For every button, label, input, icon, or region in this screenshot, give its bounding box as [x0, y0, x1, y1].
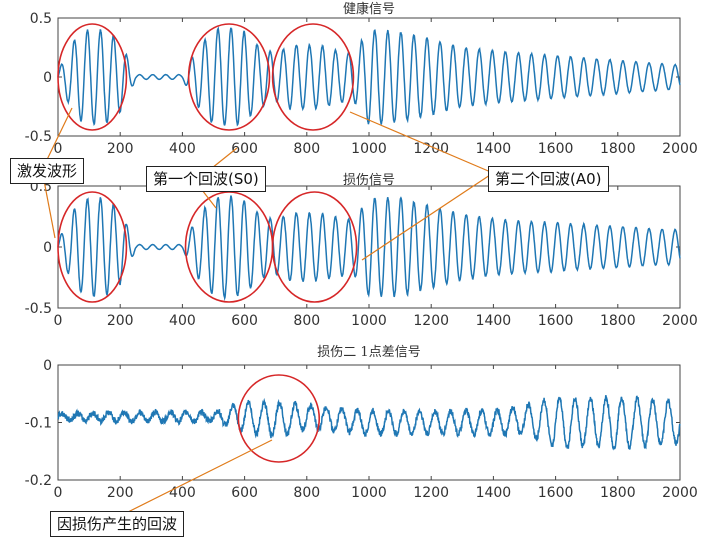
callout-leader-line — [125, 439, 273, 514]
x-tick-label: 1400 — [476, 313, 512, 329]
x-tick-label: 400 — [169, 141, 196, 157]
callout-leader-line — [211, 147, 238, 169]
echo-ellipse-A0 — [271, 191, 358, 303]
x-tick-label: 1000 — [351, 141, 387, 157]
x-tick-label: 200 — [107, 485, 134, 501]
x-tick-label: 1600 — [538, 313, 574, 329]
y-tick-label: 0 — [43, 70, 52, 86]
y-tick-label: -0.5 — [25, 301, 52, 317]
x-tick-label: 600 — [231, 313, 258, 329]
x-tick-label: 1800 — [600, 485, 636, 501]
x-tick-label: 1000 — [351, 313, 387, 329]
x-tick-label: 2000 — [662, 313, 698, 329]
callout-s0: 第一个回波(S0) — [146, 166, 266, 192]
x-tick-label: 800 — [293, 141, 320, 157]
x-tick-label: 1200 — [413, 485, 449, 501]
y-tick-label: 0.5 — [30, 11, 52, 27]
echo-ellipse-excitation — [57, 191, 128, 303]
x-tick-label: 800 — [293, 313, 320, 329]
x-tick-label: 400 — [169, 313, 196, 329]
callout-excitation: 激发波形 — [10, 158, 85, 184]
signal-line — [57, 26, 681, 127]
x-tick-label: 1400 — [476, 141, 512, 157]
x-tick-label: 800 — [293, 485, 320, 501]
x-tick-label: 0 — [54, 313, 63, 329]
x-tick-label: 1800 — [600, 141, 636, 157]
callout-leader-line — [361, 172, 494, 261]
y-tick-label: -0.1 — [25, 416, 52, 432]
echo-ellipse-excitation — [57, 23, 128, 131]
x-tick-label: 1600 — [538, 141, 574, 157]
x-tick-label: 2000 — [662, 141, 698, 157]
callout-leader-line — [349, 111, 494, 174]
callout-a0: 第二个回波(A0) — [488, 166, 609, 192]
panel-title: 损伤信号 — [343, 173, 395, 188]
x-tick-label: 600 — [231, 485, 258, 501]
x-tick-label: 0 — [54, 485, 63, 501]
echo-ellipse-S0 — [187, 23, 271, 131]
callout-leader-line — [201, 189, 217, 209]
x-tick-label: 1200 — [413, 313, 449, 329]
y-tick-label: -0.5 — [25, 129, 52, 145]
echo-ellipse-A0 — [271, 23, 355, 131]
x-tick-label: 1800 — [600, 313, 636, 329]
signal-line — [57, 195, 681, 302]
x-tick-label: 1600 — [538, 485, 574, 501]
x-tick-label: 1400 — [476, 485, 512, 501]
signal-line — [57, 395, 681, 451]
x-tick-label: 400 — [169, 485, 196, 501]
y-tick-label: 0 — [43, 358, 52, 374]
x-tick-label: 1000 — [351, 485, 387, 501]
y-tick-label: -0.2 — [25, 473, 52, 489]
y-tick-label: 0 — [43, 240, 52, 256]
x-tick-label: 200 — [107, 141, 134, 157]
x-tick-label: 1200 — [413, 141, 449, 157]
x-tick-label: 200 — [107, 313, 134, 329]
callout-damage-echo: 因损伤产生的回波 — [50, 511, 185, 537]
echo-ellipse-damage_echo — [237, 374, 321, 463]
x-tick-label: 2000 — [662, 485, 698, 501]
panel-title: 健康信号 — [343, 1, 395, 17]
panel-title: 损伤二 1点差信号 — [317, 345, 420, 360]
x-tick-label: 0 — [54, 141, 63, 157]
x-tick-label: 600 — [231, 141, 258, 157]
